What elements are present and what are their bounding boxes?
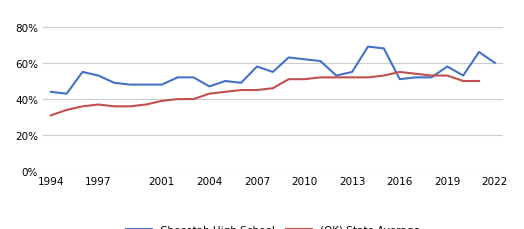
Checotah High School	[301, 59, 308, 61]
Checotah High School	[476, 52, 482, 54]
Line: (OK) State Average: (OK) State Average	[51, 73, 479, 116]
Checotah High School	[159, 84, 165, 87]
(OK) State Average	[476, 80, 482, 83]
Checotah High School	[460, 75, 466, 78]
Checotah High School	[365, 46, 371, 49]
Checotah High School	[174, 77, 181, 79]
(OK) State Average	[79, 106, 85, 108]
Checotah High School	[63, 93, 70, 96]
(OK) State Average	[412, 73, 419, 76]
(OK) State Average	[222, 91, 228, 94]
(OK) State Average	[444, 75, 451, 78]
Checotah High School	[286, 57, 292, 60]
Checotah High School	[79, 71, 85, 74]
(OK) State Average	[48, 114, 54, 117]
Checotah High School	[254, 66, 260, 68]
(OK) State Average	[301, 79, 308, 81]
(OK) State Average	[349, 77, 355, 79]
Checotah High School	[238, 82, 244, 85]
(OK) State Average	[127, 106, 133, 108]
(OK) State Average	[381, 75, 387, 78]
(OK) State Average	[286, 79, 292, 81]
Checotah High School	[428, 77, 434, 79]
(OK) State Average	[317, 77, 323, 79]
(OK) State Average	[111, 106, 117, 108]
Checotah High School	[381, 48, 387, 51]
Checotah High School	[444, 66, 451, 68]
Checotah High School	[397, 79, 403, 81]
Checotah High School	[206, 86, 213, 88]
Checotah High School	[270, 71, 276, 74]
Line: Checotah High School: Checotah High School	[51, 47, 495, 94]
Checotah High School	[143, 84, 149, 87]
(OK) State Average	[159, 100, 165, 103]
Legend: Checotah High School, (OK) State Average: Checotah High School, (OK) State Average	[122, 221, 424, 229]
(OK) State Average	[190, 98, 196, 101]
(OK) State Average	[460, 80, 466, 83]
Checotah High School	[48, 91, 54, 94]
(OK) State Average	[63, 109, 70, 112]
(OK) State Average	[206, 93, 213, 96]
(OK) State Average	[174, 98, 181, 101]
(OK) State Average	[365, 77, 371, 79]
Checotah High School	[333, 75, 340, 78]
Checotah High School	[492, 62, 498, 65]
(OK) State Average	[270, 87, 276, 90]
(OK) State Average	[397, 71, 403, 74]
(OK) State Average	[238, 89, 244, 92]
Checotah High School	[111, 82, 117, 85]
Checotah High School	[190, 77, 196, 79]
Checotah High School	[349, 71, 355, 74]
Checotah High School	[317, 60, 323, 63]
(OK) State Average	[254, 89, 260, 92]
(OK) State Average	[143, 104, 149, 106]
Checotah High School	[127, 84, 133, 87]
(OK) State Average	[428, 75, 434, 78]
Checotah High School	[412, 77, 419, 79]
(OK) State Average	[95, 104, 102, 106]
Checotah High School	[95, 75, 102, 78]
Checotah High School	[222, 80, 228, 83]
(OK) State Average	[333, 77, 340, 79]
